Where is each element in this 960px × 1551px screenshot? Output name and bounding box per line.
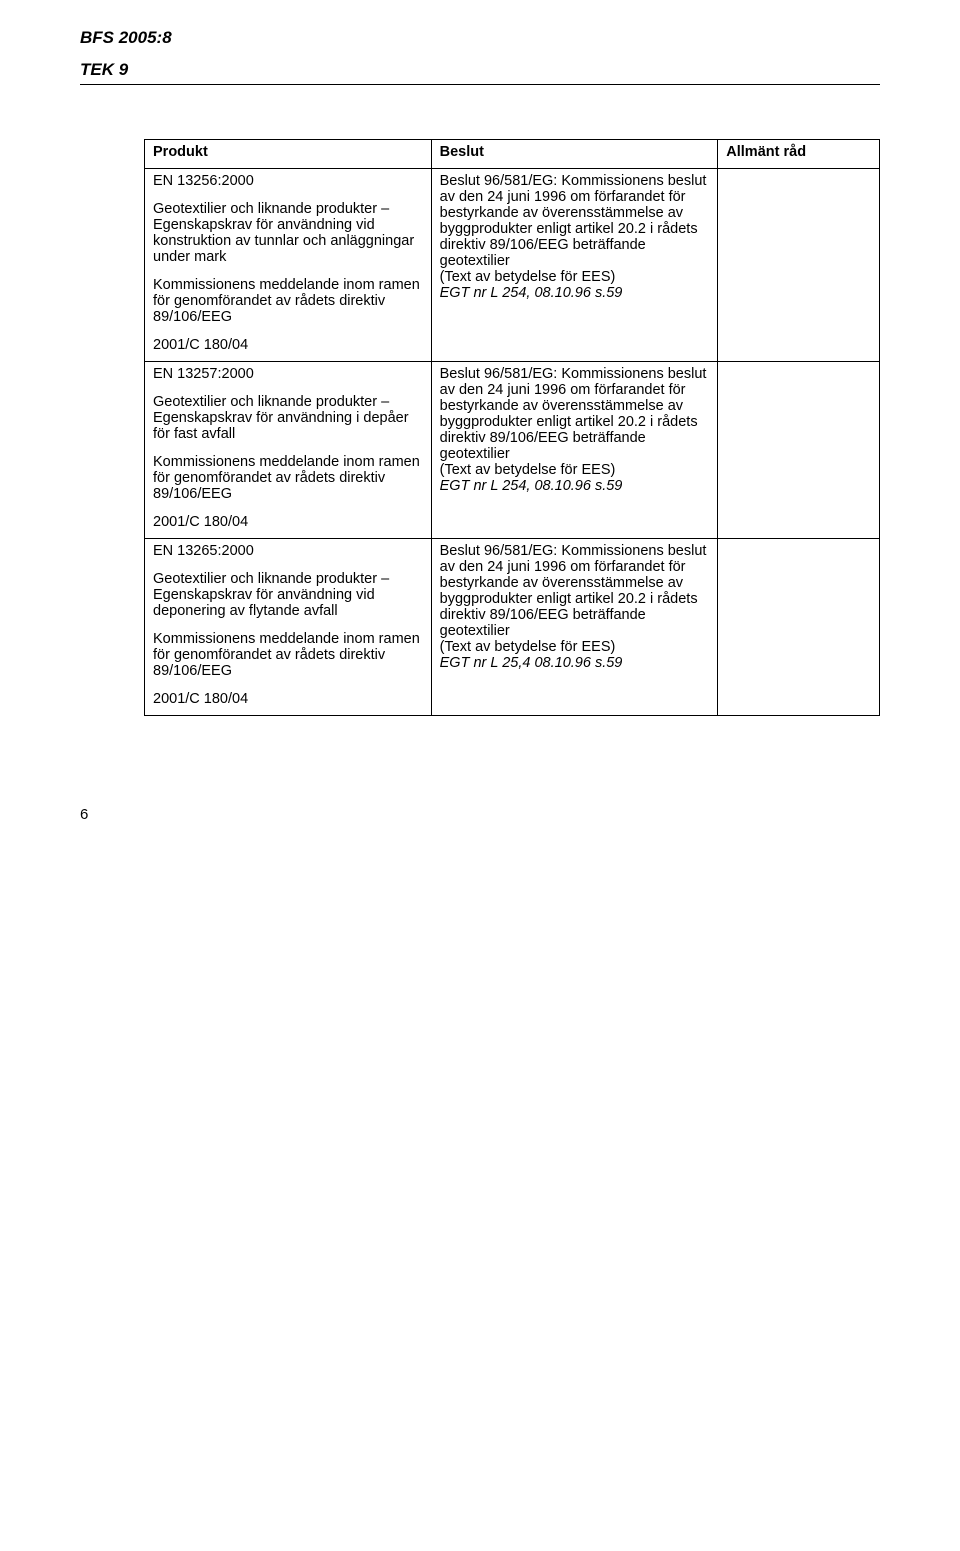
content-area: Produkt Beslut Allmänt råd EN 13256:2000…	[144, 139, 880, 716]
col-header-rad: Allmänt råd	[718, 140, 880, 169]
produkt-title: EN 13265:2000	[153, 543, 423, 559]
beslut-text: Beslut 96/581/EG: Kommissionens beslut a…	[440, 543, 710, 639]
beslut-text: Beslut 96/581/EG: Kommissionens beslut a…	[440, 173, 710, 269]
produkt-komm: Kommissionens meddelande inom ramen för …	[153, 631, 423, 679]
beslut-ees: (Text av betydelse för EES)	[440, 462, 710, 478]
cell-rad	[718, 169, 880, 362]
cell-beslut: Beslut 96/581/EG: Kommissionens beslut a…	[431, 539, 718, 716]
produkt-desc: Geotextilier och liknande produkter – Eg…	[153, 571, 423, 619]
page-number: 6	[80, 806, 880, 823]
table-row: EN 13265:2000 Geotextilier och liknande …	[145, 539, 880, 716]
header-rule	[80, 84, 880, 85]
cell-produkt: EN 13257:2000 Geotextilier och liknande …	[145, 362, 432, 539]
products-table: Produkt Beslut Allmänt råd EN 13256:2000…	[144, 139, 880, 716]
beslut-egt: EGT nr L 25,4 08.10.96 s.59	[440, 655, 710, 671]
beslut-ees: (Text av betydelse för EES)	[440, 639, 710, 655]
cell-rad	[718, 362, 880, 539]
cell-beslut: Beslut 96/581/EG: Kommissionens beslut a…	[431, 362, 718, 539]
beslut-ees: (Text av betydelse för EES)	[440, 269, 710, 285]
beslut-egt: EGT nr L 254, 08.10.96 s.59	[440, 285, 710, 301]
produkt-title: EN 13257:2000	[153, 366, 423, 382]
produkt-komm: Kommissionens meddelande inom ramen för …	[153, 454, 423, 502]
table-row: EN 13256:2000 Geotextilier och liknande …	[145, 169, 880, 362]
produkt-title: EN 13256:2000	[153, 173, 423, 189]
col-header-produkt: Produkt	[145, 140, 432, 169]
produkt-komm: Kommissionens meddelande inom ramen för …	[153, 277, 423, 325]
produkt-desc: Geotextilier och liknande produkter – Eg…	[153, 394, 423, 442]
table-header-row: Produkt Beslut Allmänt råd	[145, 140, 880, 169]
cell-produkt: EN 13256:2000 Geotextilier och liknande …	[145, 169, 432, 362]
table-row: EN 13257:2000 Geotextilier och liknande …	[145, 362, 880, 539]
header-tek: TEK 9	[80, 60, 880, 80]
produkt-ref: 2001/C 180/04	[153, 514, 423, 530]
cell-beslut: Beslut 96/581/EG: Kommissionens beslut a…	[431, 169, 718, 362]
cell-produkt: EN 13265:2000 Geotextilier och liknande …	[145, 539, 432, 716]
col-header-beslut: Beslut	[431, 140, 718, 169]
produkt-ref: 2001/C 180/04	[153, 691, 423, 707]
cell-rad	[718, 539, 880, 716]
produkt-desc: Geotextilier och liknande produkter – Eg…	[153, 201, 423, 265]
beslut-egt: EGT nr L 254, 08.10.96 s.59	[440, 478, 710, 494]
produkt-ref: 2001/C 180/04	[153, 337, 423, 353]
header-bfs-code: BFS 2005:8	[80, 28, 880, 48]
beslut-text: Beslut 96/581/EG: Kommissionens beslut a…	[440, 366, 710, 462]
